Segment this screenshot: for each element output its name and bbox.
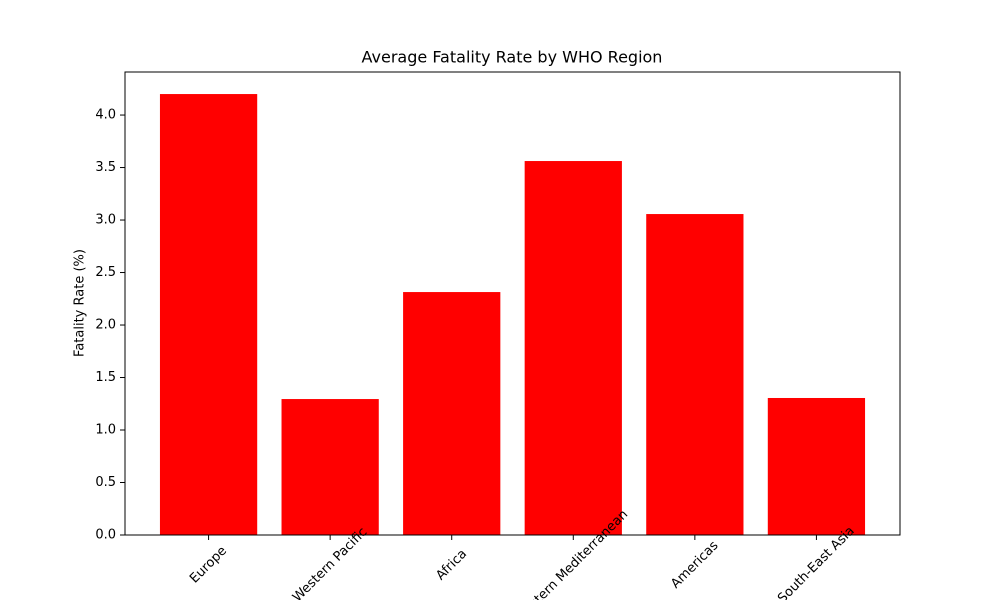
chart-title: Average Fatality Rate by WHO Region [362,48,663,67]
y-tick-label: 0.5 [95,475,116,490]
x-tick-label: Europe [187,544,230,587]
y-tick-label: 1.5 [95,370,116,385]
x-tick-label: Africa [433,547,470,584]
bar [281,399,379,535]
bar [646,214,744,535]
plot-frame [124,71,901,536]
y-axis-label: Fatality Rate (%) [73,249,88,357]
bar [403,292,501,535]
bar [159,94,258,536]
y-tick-label: 2.5 [95,265,116,280]
y-tick-label: 1.0 [95,423,116,438]
y-tick-label: 4.0 [95,108,116,123]
y-tick-label: 0.0 [95,528,116,543]
y-tick-label: 2.0 [95,318,116,333]
bar [767,397,866,535]
bar [524,161,622,535]
x-tick-label: Americas [668,538,721,591]
y-tick-label: 3.5 [95,160,116,175]
y-tick-label: 3.0 [95,213,116,228]
